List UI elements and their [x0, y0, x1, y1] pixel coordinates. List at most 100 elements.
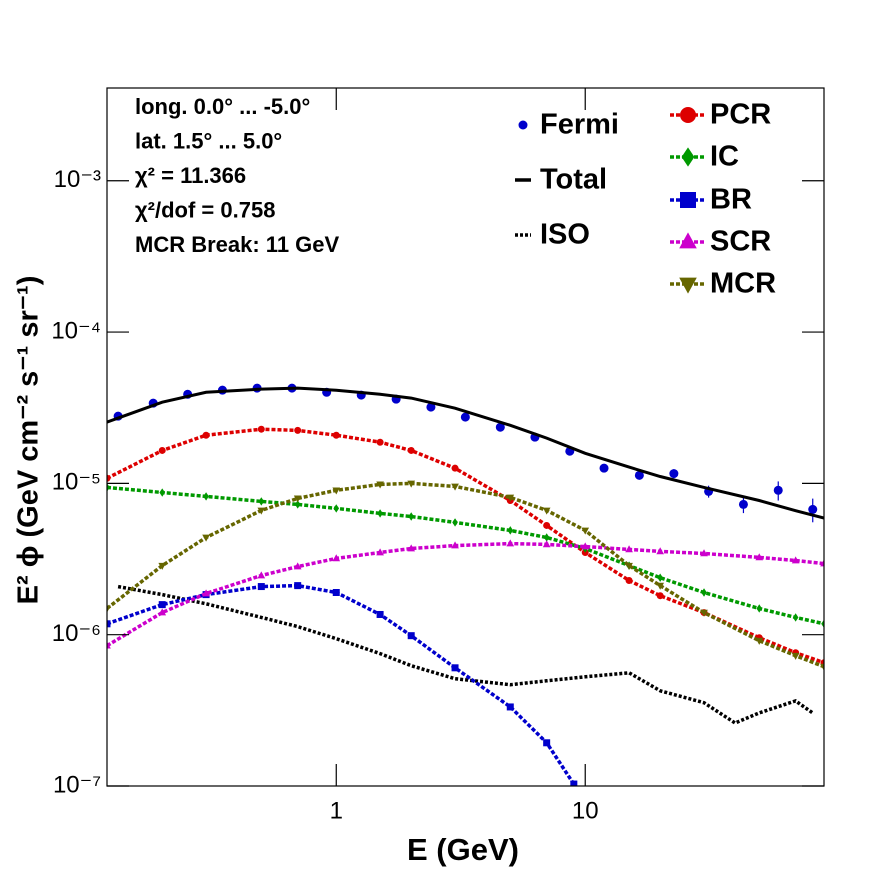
data-point [808, 504, 818, 514]
series-marker [376, 438, 384, 446]
y-tick-label: 10⁻⁴ [51, 317, 101, 344]
legend-label: Total [540, 164, 607, 196]
series-marker [625, 577, 633, 585]
series-marker [407, 446, 415, 454]
series-marker [107, 483, 110, 492]
series-marker [756, 604, 763, 613]
series-marker [570, 780, 578, 786]
series-marker [755, 637, 764, 645]
series-marker [158, 446, 166, 454]
series-marker [202, 431, 210, 439]
legend-marker [680, 107, 696, 123]
y-tick-label: 10⁻⁶ [52, 620, 101, 647]
data-point [426, 402, 436, 412]
legend-marker [679, 277, 697, 294]
series-marker [581, 542, 590, 550]
series-marker [407, 480, 416, 488]
annotation: χ²/dof = 0.758 [135, 197, 275, 222]
y-tick-label: 10⁻⁷ [53, 771, 101, 798]
series-marker [107, 641, 111, 649]
data-point [634, 470, 644, 480]
x-axis-title: E (GeV) [407, 832, 519, 867]
series-marker [791, 556, 800, 564]
annotation: lat. 1.5° ... 5.0° [135, 128, 282, 153]
series-marker [452, 518, 458, 527]
series-marker [543, 533, 550, 542]
series-marker [257, 571, 266, 579]
series-marker [257, 507, 266, 515]
annotation: long. 0.0° ... -5.0° [135, 94, 310, 119]
series-marker [332, 554, 341, 562]
series-marker [376, 548, 384, 556]
series-line [107, 541, 824, 648]
series-marker [293, 562, 302, 570]
legend-label: IC [710, 141, 739, 173]
frame [106, 87, 825, 787]
series-marker [755, 553, 764, 561]
series-marker [407, 632, 415, 640]
legend-label: BR [710, 184, 752, 216]
series-marker [700, 549, 708, 557]
series-marker [294, 582, 302, 590]
data-point [599, 463, 609, 473]
series-marker [293, 495, 302, 503]
series-line [107, 386, 824, 520]
legend-label: PCR [710, 99, 771, 131]
y-axis-title: E² ϕ (GeV cm⁻² s⁻¹ sr⁻¹) [13, 276, 45, 605]
series-marker [507, 526, 514, 535]
series-marker [257, 425, 265, 433]
series-marker [408, 512, 415, 521]
x-tick-label: 10 [572, 797, 599, 824]
series-marker [332, 431, 340, 439]
y-tick-label: 10⁻⁵ [52, 469, 101, 496]
series-marker [451, 664, 459, 672]
series-marker [451, 483, 459, 491]
series-marker [656, 547, 665, 555]
series-marker [625, 545, 633, 553]
annotation: MCR Break: 11 GeV [135, 232, 340, 257]
series-marker [376, 610, 384, 618]
series-marker [158, 608, 167, 616]
series-marker [656, 592, 664, 600]
series-line [107, 481, 824, 669]
plot-area [107, 383, 824, 786]
data-point [460, 412, 470, 422]
series-marker [202, 589, 210, 597]
series-marker [701, 588, 707, 597]
y-tick-label: 10⁻³ [54, 166, 101, 193]
series-line [117, 584, 814, 725]
legend-label: MCR [710, 268, 776, 300]
series-marker [407, 544, 416, 552]
legend-marker [518, 120, 528, 130]
series-marker [451, 541, 459, 549]
series-marker [158, 601, 166, 609]
series-marker [202, 534, 210, 542]
series-marker [506, 703, 514, 711]
legend-label: Fermi [540, 109, 619, 141]
series-marker [543, 521, 551, 529]
x-tick-label: 1 [330, 797, 343, 824]
series-marker [542, 507, 551, 515]
series-marker [581, 527, 590, 535]
series-line [107, 583, 576, 786]
data-point [738, 499, 748, 509]
series-marker [332, 589, 340, 597]
series-marker [791, 652, 800, 660]
series-marker [333, 504, 340, 513]
series-marker [451, 464, 459, 472]
legend-marker [681, 147, 695, 167]
series-marker [107, 474, 111, 482]
series-marker [294, 426, 302, 434]
legend-marker [680, 192, 696, 208]
series-marker [506, 539, 515, 547]
series-marker [107, 620, 111, 628]
series-marker [543, 739, 551, 747]
data-point [669, 469, 679, 479]
legend-label: SCR [710, 226, 771, 258]
series-marker [159, 488, 166, 497]
data-point [773, 485, 783, 495]
series-marker [700, 609, 708, 617]
